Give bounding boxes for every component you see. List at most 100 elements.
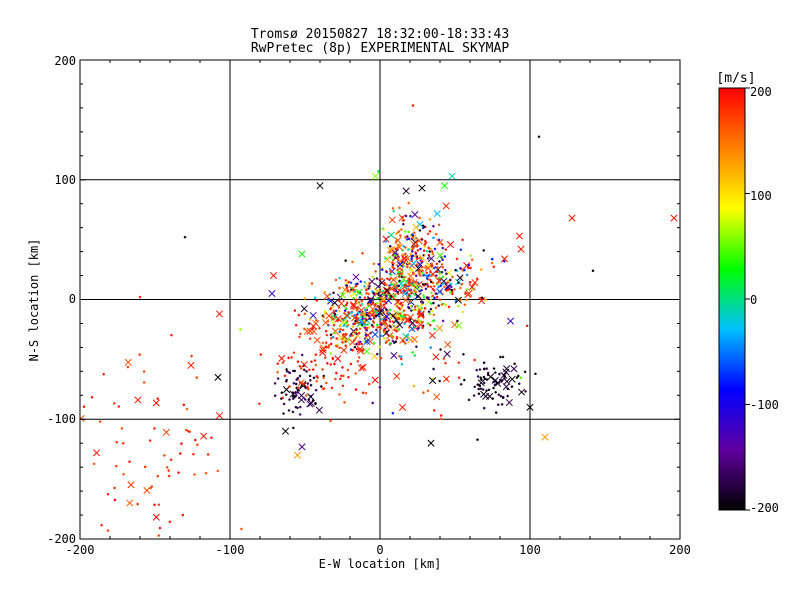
data-point-dot [381, 277, 384, 281]
data-point-dot [498, 378, 502, 382]
data-point-dot [345, 286, 349, 290]
data-point-cross [381, 319, 389, 327]
data-point-dot [299, 405, 302, 409]
data-point-dot [379, 303, 382, 306]
data-point-dot [290, 356, 293, 359]
data-point-dot [354, 388, 358, 391]
data-point-dot [463, 268, 466, 272]
data-point-cross [215, 412, 224, 420]
data-point-cross [417, 310, 425, 318]
data-point-dot [372, 291, 375, 295]
data-point-dot [501, 355, 505, 359]
data-point-dot [433, 247, 437, 251]
data-point-dot [444, 268, 447, 272]
data-point-dot [443, 255, 447, 258]
data-point-dot [351, 286, 354, 290]
data-point-dot [491, 257, 494, 261]
data-point-dot [409, 267, 413, 271]
data-point-dot [332, 309, 336, 313]
data-point-dot [285, 380, 288, 383]
data-point-dot [158, 526, 162, 530]
data-point-dot [403, 230, 407, 233]
colorbar-unit-label: [m/s] [716, 71, 755, 86]
data-point-cross [298, 250, 306, 258]
data-point-dot [353, 290, 356, 293]
data-point-dot [422, 293, 425, 297]
data-point-dot [400, 363, 404, 366]
data-point-dot [444, 362, 447, 365]
data-point-dot [338, 276, 341, 280]
data-point-dot [374, 309, 377, 313]
data-point-dot [324, 341, 328, 344]
data-point-dot [398, 242, 401, 246]
data-point-dot [371, 275, 374, 279]
data-point-dot [333, 331, 337, 335]
data-point-dot [282, 412, 285, 415]
data-point-dot [407, 230, 410, 234]
data-point-dot [401, 304, 404, 307]
data-point-dot [420, 266, 424, 269]
data-point-dot [376, 305, 379, 308]
data-point-dot [349, 281, 353, 284]
data-point-dot [396, 257, 400, 260]
data-point-cross [306, 400, 314, 408]
data-point-dot [307, 322, 311, 325]
data-point-cross [500, 371, 508, 379]
data-point-dot [346, 323, 350, 327]
data-point-cross [406, 313, 415, 321]
data-point-cross [307, 399, 315, 407]
data-point-dot [375, 328, 378, 332]
data-point-dot [157, 534, 160, 537]
data-point-dot [424, 287, 428, 291]
data-point-dot [293, 309, 297, 312]
data-point-cross [297, 392, 306, 400]
data-point-dot [441, 282, 445, 286]
y-tick-label: 100 [54, 173, 76, 187]
data-point-dot [455, 257, 459, 261]
data-point-cross [318, 349, 327, 357]
data-point-dot [341, 328, 345, 332]
data-point-dot [343, 401, 346, 404]
data-point-dot [361, 252, 364, 255]
data-point-dot [350, 311, 354, 314]
data-point-dot [399, 301, 403, 305]
chart-subtitle: RwPretec (8p) EXPERIMENTAL SKYMAP [251, 41, 509, 56]
data-point-dot [342, 318, 345, 322]
data-point-dot [216, 469, 219, 473]
data-point-dot [115, 464, 118, 468]
data-point-dot [344, 279, 348, 282]
data-point-dot [502, 396, 505, 400]
data-point-dot [138, 295, 142, 299]
data-point-dot [459, 248, 463, 251]
data-point-dot [480, 378, 483, 381]
y-axis-label: N-S location [km] [27, 239, 41, 362]
data-point-cross [134, 396, 142, 404]
data-point-dot [426, 232, 430, 236]
data-point-dot [303, 297, 306, 300]
data-point-dot [430, 264, 434, 268]
data-point-dot [421, 283, 425, 286]
data-point-dot [411, 233, 414, 236]
data-point-dot [430, 250, 434, 253]
data-point-dot [299, 332, 302, 336]
data-point-dot [418, 308, 421, 312]
colorbar-tick-label: 100 [750, 189, 772, 203]
data-point-cross [364, 331, 372, 339]
data-point-dot [273, 382, 277, 385]
data-point-dot [410, 309, 413, 312]
data-point-cross [417, 321, 425, 329]
data-point-dot [375, 323, 379, 327]
data-point-dot [420, 271, 424, 275]
data-point-dot [433, 289, 436, 292]
data-point-dot [427, 285, 430, 288]
data-point-dot [365, 306, 368, 310]
data-point-dot [494, 383, 497, 386]
data-point-dot [433, 267, 436, 270]
data-point-dot [378, 315, 381, 318]
data-point-cross [427, 439, 435, 447]
data-point-dot [315, 299, 318, 302]
data-point-dot [313, 359, 317, 362]
data-point-dot [185, 428, 188, 432]
data-point-dot [419, 269, 422, 272]
x-tick-label: 100 [519, 543, 541, 557]
